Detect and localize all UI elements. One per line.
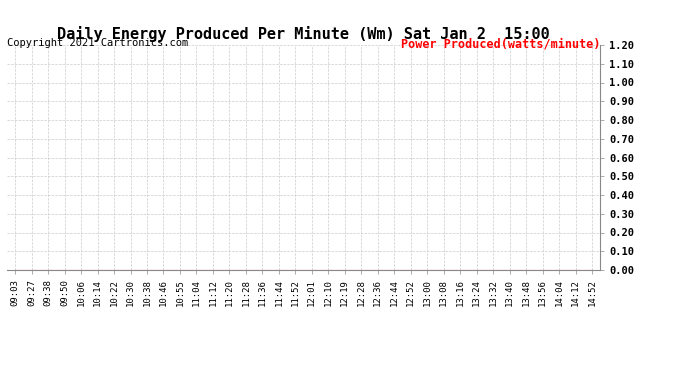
Title: Daily Energy Produced Per Minute (Wm) Sat Jan 2  15:00: Daily Energy Produced Per Minute (Wm) Sa… <box>57 27 550 42</box>
Text: Copyright 2021 Cartronics.com: Copyright 2021 Cartronics.com <box>7 38 188 48</box>
Text: Power Produced(watts/minute): Power Produced(watts/minute) <box>401 38 600 51</box>
